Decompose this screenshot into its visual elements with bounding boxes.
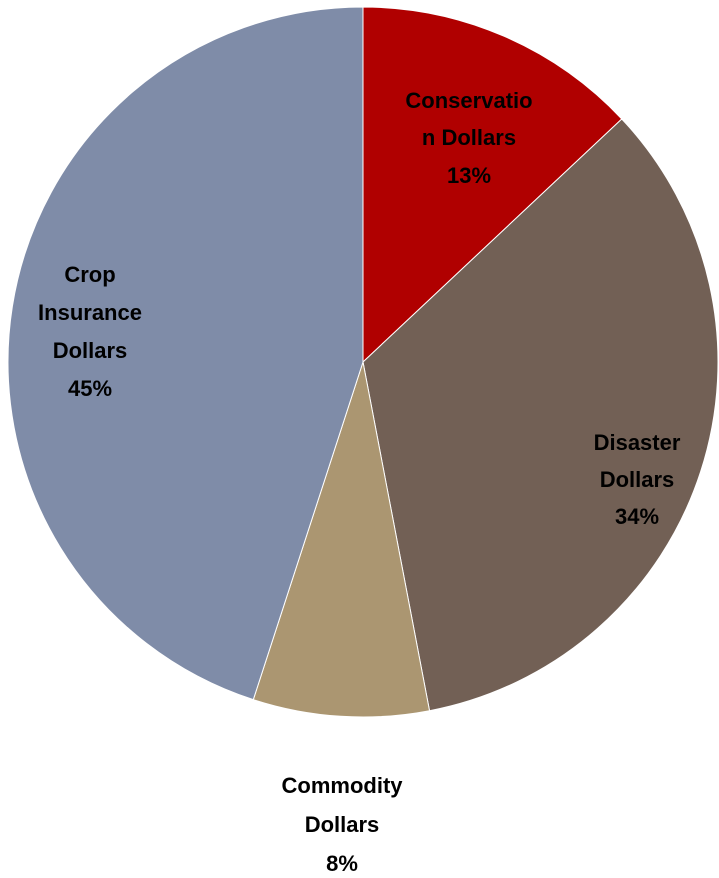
- slice-label-commodity-line-2: Dollars: [305, 812, 380, 837]
- slice-label-disaster-line-2: Dollars: [600, 467, 675, 492]
- slice-percent-disaster: 34%: [615, 504, 659, 529]
- slice-label-conservation: Conservatio n Dollars 13%: [405, 88, 532, 188]
- slice-label-disaster-line-1: Disaster: [594, 430, 681, 455]
- slice-percent-conservation: 13%: [447, 163, 491, 188]
- pie-slice-crop-insurance: [7, 6, 364, 701]
- slice-label-commodity-line-1: Commodity: [282, 773, 404, 798]
- pie-slice-conservation: [362, 6, 623, 364]
- pie-slices: [7, 6, 719, 718]
- slice-label-conservation-line-1: Conservatio: [405, 88, 532, 113]
- slice-percent-commodity: 8%: [326, 851, 358, 876]
- slice-label-crop-insurance: Crop Insurance Dollars 45%: [38, 262, 142, 401]
- slice-label-conservation-line-2: n Dollars: [422, 125, 516, 150]
- slice-label-crop-insurance-line-2: Insurance: [38, 300, 142, 325]
- slice-label-crop-insurance-line-1: Crop: [64, 262, 115, 287]
- pie-slice-commodity: [252, 361, 431, 718]
- slice-label-crop-insurance-line-3: Dollars: [53, 338, 128, 363]
- slice-label-commodity: Commodity Dollars 8%: [282, 773, 404, 876]
- slice-label-disaster: Disaster Dollars 34%: [594, 430, 681, 529]
- pie-slice-disaster: [362, 118, 719, 712]
- slice-percent-crop-insurance: 45%: [68, 376, 112, 401]
